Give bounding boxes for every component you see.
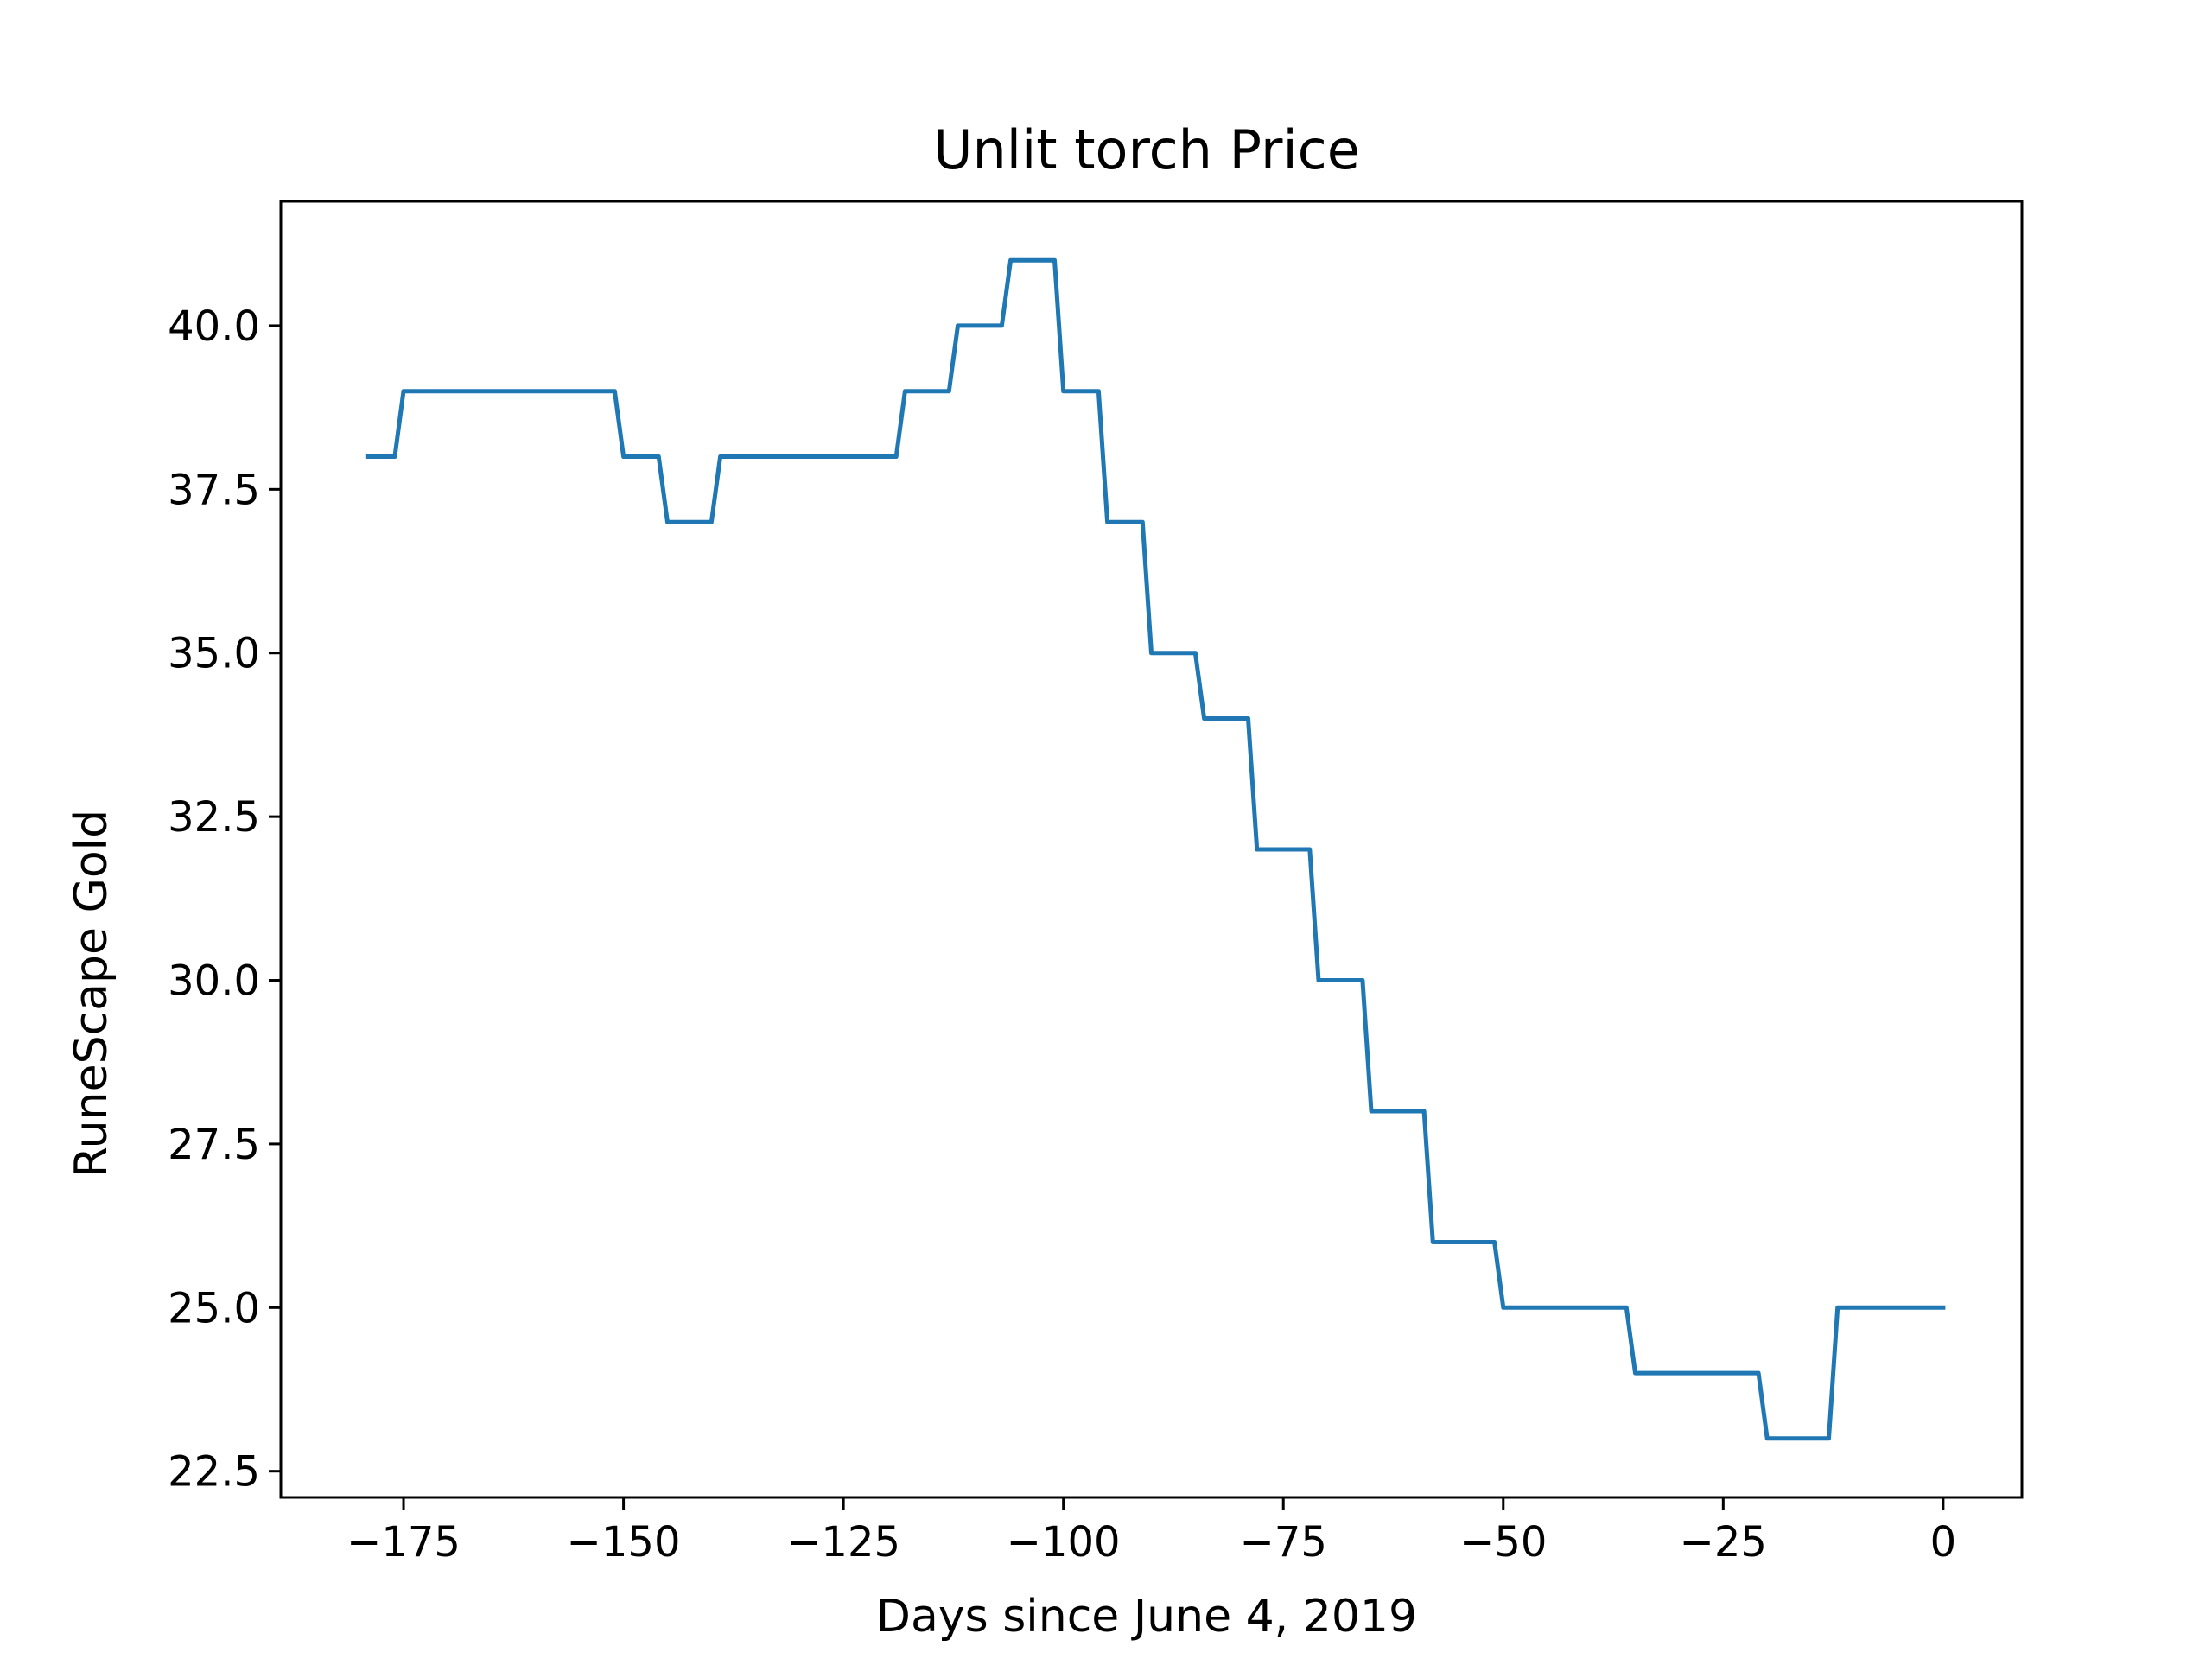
x-tick-label: 0 [1930, 1518, 1957, 1567]
price-series-line [365, 257, 1946, 1441]
x-axis: −175 −150 −125 −100 −75 −50 −25 0 [346, 1497, 1956, 1567]
y-axis: 22.5 25.0 27.5 30.0 32.5 35.0 37.5 40.0 [168, 302, 281, 1497]
y-tick-label: 25.0 [168, 1284, 260, 1332]
x-tick-label: −100 [1007, 1518, 1121, 1567]
y-axis-label: RuneScape Gold [66, 810, 118, 1178]
x-tick-label: −150 [567, 1518, 681, 1567]
x-tick-label: −25 [1680, 1518, 1767, 1567]
y-tick-label: 22.5 [168, 1448, 260, 1497]
y-tick-label: 37.5 [168, 466, 260, 514]
series-layer [365, 257, 1946, 1441]
x-axis-label: Days since June 4, 2019 [876, 1591, 1417, 1643]
y-tick-label: 40.0 [168, 302, 260, 351]
chart-title: Unlit torch Price [933, 118, 1360, 181]
x-tick-label: −50 [1459, 1518, 1547, 1567]
y-tick-label: 27.5 [168, 1121, 260, 1169]
y-tick-label: 32.5 [168, 793, 260, 842]
plot-area [279, 200, 2024, 1499]
y-tick-label: 30.0 [168, 957, 260, 1006]
y-tick-label: 35.0 [168, 630, 260, 678]
x-tick-label: −175 [346, 1518, 461, 1567]
plot-frame [279, 200, 2024, 1499]
x-tick-label: −125 [786, 1518, 900, 1567]
x-tick-label: −75 [1240, 1518, 1327, 1567]
